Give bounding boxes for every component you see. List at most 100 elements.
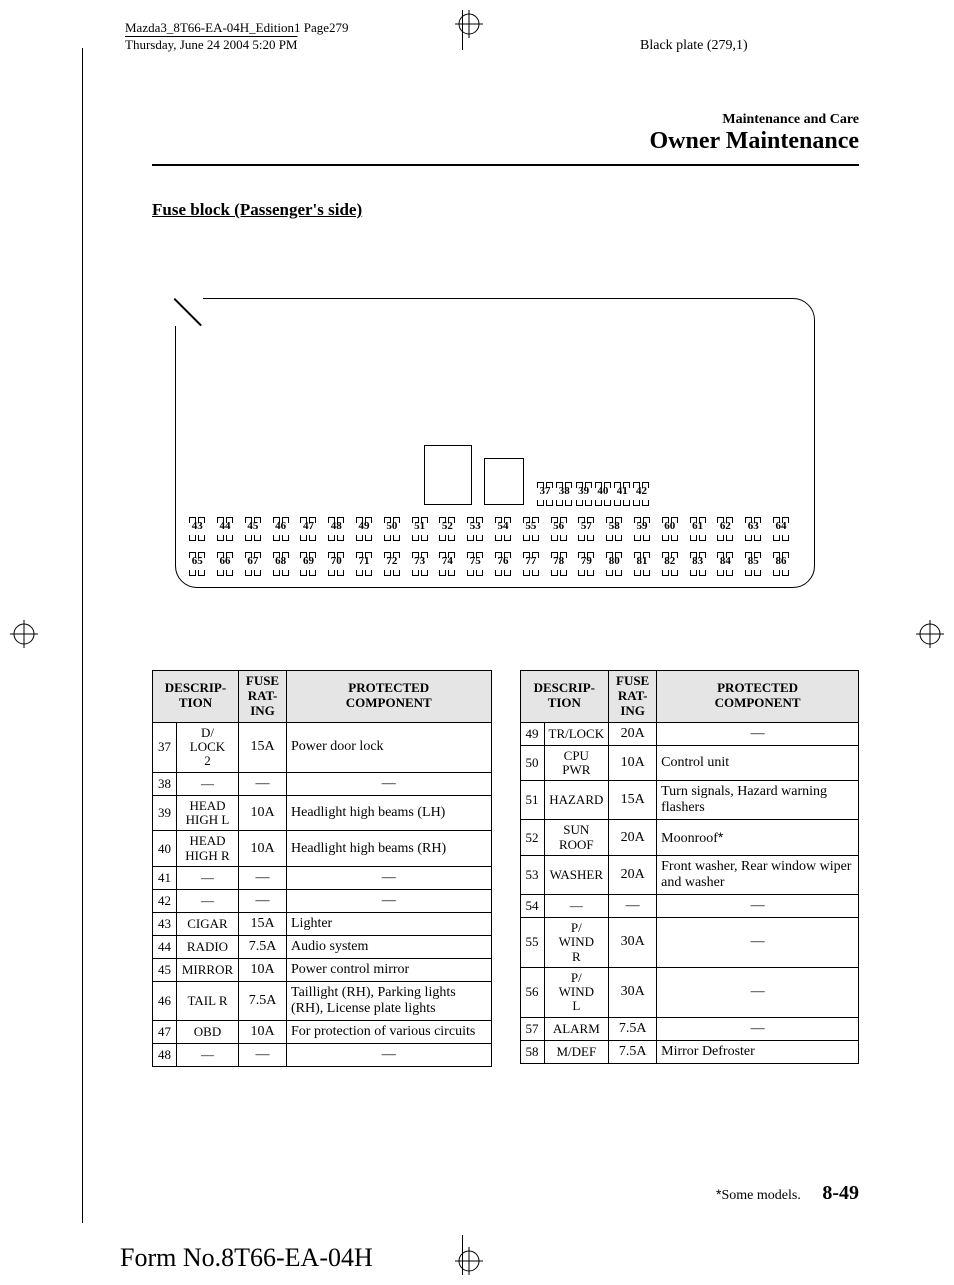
cell-number: 47 bbox=[153, 1020, 177, 1043]
relay-box-a bbox=[424, 445, 472, 505]
registration-mark-left bbox=[10, 620, 38, 648]
fuse-table-right: DESCRIP-TION FUSERAT-ING PROTECTEDCOMPON… bbox=[520, 670, 860, 1064]
fuse-slot: 42 bbox=[632, 479, 650, 503]
registration-mark-right bbox=[916, 620, 944, 648]
cell-rating: 20A bbox=[609, 856, 657, 895]
table-row: 53WASHER20AFront washer, Rear window wip… bbox=[520, 856, 859, 895]
footnote: *Some models. 8-49 bbox=[716, 1182, 859, 1205]
fuse-slot: 72 bbox=[379, 549, 406, 573]
cell-rating: — bbox=[239, 889, 287, 912]
fuse-slot: 38 bbox=[555, 479, 573, 503]
table-row: 42——— bbox=[153, 889, 492, 912]
fuse-slot: 47 bbox=[295, 514, 322, 538]
fuse-slot: 56 bbox=[545, 514, 572, 538]
section-big: Owner Maintenance bbox=[649, 128, 859, 155]
table-row: 57ALARM7.5A— bbox=[520, 1017, 859, 1040]
cell-component: For protection of various circuits bbox=[287, 1020, 492, 1043]
table-row: 45MIRROR10APower control mirror bbox=[153, 958, 492, 981]
table-row: 44RADIO7.5AAudio system bbox=[153, 935, 492, 958]
cell-component: — bbox=[657, 967, 859, 1017]
cell-description: CIGAR bbox=[177, 912, 239, 935]
cell-component: Lighter bbox=[287, 912, 492, 935]
fuse-slot: 69 bbox=[295, 549, 322, 573]
cell-rating: 10A bbox=[239, 958, 287, 981]
table-row: 55P/WINDR30A— bbox=[520, 918, 859, 968]
table-row: 40HEADHIGH R10AHeadlight high beams (RH) bbox=[153, 831, 492, 867]
fuse-slot: 79 bbox=[573, 549, 600, 573]
table-row: 38——— bbox=[153, 772, 492, 795]
file-header: Mazda3_8T66-EA-04H_Edition1 Page279 Thur… bbox=[125, 20, 348, 54]
fuse-slot: 61 bbox=[684, 514, 711, 538]
cell-number: 48 bbox=[153, 1043, 177, 1066]
fuse-slot: 60 bbox=[657, 514, 684, 538]
file-header-line1: Mazda3_8T66-EA-04H_Edition1 Page279 bbox=[125, 20, 348, 37]
cell-component: Front washer, Rear window wiper and wash… bbox=[657, 856, 859, 895]
cell-description: P/WINDL bbox=[544, 967, 609, 1017]
cell-rating: — bbox=[239, 772, 287, 795]
cell-component: Headlight high beams (LH) bbox=[287, 795, 492, 831]
fuse-slot: 73 bbox=[406, 549, 433, 573]
form-number: Form No.8T66-EA-04H bbox=[120, 1243, 373, 1273]
section-small: Maintenance and Care bbox=[649, 112, 859, 128]
cell-component: Control unit bbox=[657, 745, 859, 781]
fuse-slot: 54 bbox=[490, 514, 517, 538]
cell-number: 54 bbox=[520, 895, 544, 918]
section-heading: Maintenance and Care Owner Maintenance bbox=[649, 112, 859, 155]
cell-description: D/LOCK2 bbox=[177, 722, 239, 772]
page-number: 8-49 bbox=[822, 1182, 859, 1204]
cell-description: HEADHIGH L bbox=[177, 795, 239, 831]
fuse-slot: 49 bbox=[351, 514, 378, 538]
file-header-line2: Thursday, June 24 2004 5:20 PM bbox=[125, 37, 348, 54]
cell-number: 41 bbox=[153, 866, 177, 889]
cell-rating: 15A bbox=[609, 781, 657, 820]
cell-rating: 7.5A bbox=[609, 1040, 657, 1063]
cell-component: Power control mirror bbox=[287, 958, 492, 981]
table-row: 46TAIL R7.5ATaillight (RH), Parking ligh… bbox=[153, 981, 492, 1020]
crop-line-top bbox=[462, 10, 463, 50]
cell-number: 55 bbox=[520, 918, 544, 968]
cell-component: — bbox=[287, 866, 492, 889]
cell-component: Power door lock bbox=[287, 722, 492, 772]
cell-rating: 7.5A bbox=[609, 1017, 657, 1040]
relay-box-b bbox=[484, 458, 524, 505]
fuse-slot: 55 bbox=[518, 514, 545, 538]
cell-description: M/DEF bbox=[544, 1040, 609, 1063]
cell-rating: 10A bbox=[239, 795, 287, 831]
cell-number: 38 bbox=[153, 772, 177, 795]
fuse-slot: 68 bbox=[267, 549, 294, 573]
fuse-slot: 81 bbox=[629, 549, 656, 573]
fuse-slot: 67 bbox=[240, 549, 267, 573]
fuse-slot: 63 bbox=[740, 514, 767, 538]
table-row: 50CPUPWR10AControl unit bbox=[520, 745, 859, 781]
fuse-slot: 52 bbox=[434, 514, 461, 538]
th-component: PROTECTEDCOMPONENT bbox=[287, 671, 492, 723]
cell-description: TAIL R bbox=[177, 981, 239, 1020]
fuse-slot: 51 bbox=[406, 514, 433, 538]
cell-description: ALARM bbox=[544, 1017, 609, 1040]
cell-rating: 10A bbox=[239, 831, 287, 867]
cell-component: Taillight (RH), Parking lights (RH), Lic… bbox=[287, 981, 492, 1020]
cell-rating: 10A bbox=[609, 745, 657, 781]
table-row: 41——— bbox=[153, 866, 492, 889]
cell-component: Moonroof* bbox=[657, 820, 859, 856]
cell-rating: — bbox=[239, 866, 287, 889]
cell-rating: 10A bbox=[239, 1020, 287, 1043]
fuse-slot: 84 bbox=[712, 549, 739, 573]
fuse-tables: DESCRIP-TION FUSERAT-ING PROTECTEDCOMPON… bbox=[152, 670, 859, 1067]
cell-number: 53 bbox=[520, 856, 544, 895]
fuse-table-left-col: DESCRIP-TION FUSERAT-ING PROTECTEDCOMPON… bbox=[152, 670, 492, 1067]
cell-description: — bbox=[177, 1043, 239, 1066]
cell-description: SUNROOF bbox=[544, 820, 609, 856]
fuse-slot: 78 bbox=[545, 549, 572, 573]
table-row: 39HEADHIGH L10AHeadlight high beams (LH) bbox=[153, 795, 492, 831]
cell-rating: 30A bbox=[609, 918, 657, 968]
black-plate-label: Black plate (279,1) bbox=[640, 38, 748, 54]
fuse-slot: 64 bbox=[768, 514, 795, 538]
cell-rating: 7.5A bbox=[239, 981, 287, 1020]
fuse-slot: 46 bbox=[267, 514, 294, 538]
fuse-slot: 58 bbox=[601, 514, 628, 538]
cell-description: TR/LOCK bbox=[544, 722, 609, 745]
table-row: 56P/WINDL30A— bbox=[520, 967, 859, 1017]
crop-line-left bbox=[82, 48, 83, 1223]
cell-description: — bbox=[177, 772, 239, 795]
